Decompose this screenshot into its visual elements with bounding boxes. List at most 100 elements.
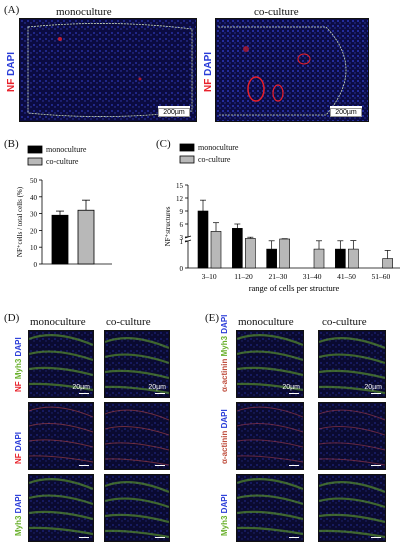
panel_e-scalebar-1-0: [289, 464, 299, 466]
y-axis-label: NF⁺structures: [164, 206, 172, 246]
x-tick-label: 3–10: [202, 272, 217, 281]
legend-swatch-1: [179, 155, 195, 164]
dapi-stain: DAPI: [203, 51, 214, 76]
legend-swatch-0: [179, 143, 195, 152]
panel-d-left-title: monoculture: [30, 316, 86, 328]
stain-a: Myh3: [14, 513, 23, 536]
panel-b-chart: monoculture co-culture 0 10 20 30 40 50 NF⁺cells…: [16, 145, 112, 269]
panel-a-right-scale-text: 200µm: [330, 108, 362, 117]
panel_d-scalebar-1-1: [155, 464, 165, 466]
panel-a-letter: (A): [4, 4, 20, 16]
panel_e-scalebar-2-0: [289, 536, 299, 538]
nf-stain: NF: [6, 78, 17, 92]
bar-co-culture: [77, 209, 95, 265]
legend-label-1: co-culture: [198, 155, 231, 164]
panel_e-row-label-1: α-actinin DAPI: [220, 409, 229, 464]
stain-b: Myh3: [14, 356, 23, 380]
panel_e-scalebar-1-1: [371, 464, 381, 466]
panel-a-right-title: co-culture: [254, 6, 299, 18]
bar-co-culture-11–20: [245, 238, 256, 269]
panel_e-image-r0-c1: 20µm: [318, 330, 386, 398]
y-tick-label: 40: [30, 194, 38, 202]
bar-co-culture-21–30: [279, 238, 290, 269]
panel_e-image-r1-c0: [236, 402, 304, 470]
panel_e-row-label-0: α-actinin Myh3 DAPI: [220, 315, 229, 392]
y-tick-label: 0: [180, 265, 184, 273]
panel_d-scalebar-0-0: [79, 392, 89, 394]
panel_e-image-r2-c0: [236, 474, 304, 542]
bar-co-culture-51–60: [382, 258, 393, 269]
stain-a: NF: [14, 451, 23, 464]
panel-a-left-stain-label: NF DAPI: [6, 52, 17, 92]
panel_d-scalebar-2-0: [79, 536, 89, 538]
panel_e-scale-text-1: 20µm: [364, 384, 382, 391]
panel-e-left-title: monoculture: [238, 316, 294, 328]
x-tick-label: 41–50: [337, 272, 356, 281]
panel-c-chart: monoculture co-culture 3 6 9 12 15 0 1 NF⁺structu…: [164, 143, 400, 293]
stain-b: DAPI: [220, 409, 229, 429]
panel-d-letter: (D): [4, 312, 20, 324]
stain-a: α-actinin: [220, 356, 229, 392]
panel_e-scalebar-0-0: [289, 392, 299, 394]
panel_e-image-r1-c1: [318, 402, 386, 470]
bar-monoculture: [51, 214, 69, 265]
stain-b: Myh3: [220, 333, 229, 357]
y-tick-label: 3: [180, 234, 184, 242]
panel-d-right-title: co-culture: [106, 316, 151, 328]
legend-label-1: co-culture: [46, 157, 79, 166]
x-axis-label: range of cells per structure: [249, 283, 340, 293]
panel-c-letter: (C): [156, 138, 171, 150]
stain-c: DAPI: [14, 337, 23, 357]
monoculture-micrograph: [20, 19, 196, 121]
panel_d-image-r0-c1: 20µm: [104, 330, 170, 398]
panel_d-row-label-0: NF Myh3 DAPI: [14, 337, 23, 392]
stain-b: DAPI: [220, 494, 229, 514]
panel_d-row-label-1: NF DAPI: [14, 432, 23, 464]
panel-a-right-scalebar: 200µm: [330, 106, 362, 117]
coculture-micrograph: [216, 19, 368, 121]
legend-swatch-0: [27, 145, 43, 154]
panel_d-image-r1-c0: [28, 402, 94, 470]
panel_e-image-r0-c0: 20µm: [236, 330, 304, 398]
stain-a: NF: [14, 379, 23, 392]
y-tick-label: 20: [30, 227, 38, 235]
stain-b: DAPI: [14, 494, 23, 514]
x-tick-label: 31–40: [303, 272, 322, 281]
panel_d-image-r2-c0: [28, 474, 94, 542]
nf-stain: NF: [203, 78, 214, 92]
dapi-stain: DAPI: [6, 51, 17, 76]
y-tick-label: 10: [30, 244, 38, 252]
panel-a-left-scalebar: 200µm: [158, 106, 190, 117]
legend-label-0: monoculture: [198, 143, 239, 152]
panel-b-letter: (B): [4, 138, 19, 150]
y-tick-label: 9: [180, 208, 184, 216]
legend-swatch-1: [27, 157, 43, 166]
panel-a-coculture-image: 200µm: [215, 18, 369, 122]
y-tick-label: 6: [180, 221, 184, 229]
bar-co-culture-31–40: [313, 248, 325, 269]
bar-monoculture-11–20: [232, 228, 243, 269]
x-tick-label: 51–60: [371, 272, 390, 281]
x-tick-label: 21–30: [268, 272, 287, 281]
y-tick-label: 12: [176, 195, 184, 203]
panel-a-monoculture-image: 200µm: [19, 18, 197, 122]
panel_d-scalebar-0-1: [155, 392, 165, 394]
y-tick-label: 50: [30, 177, 38, 185]
bar-monoculture-3–10: [197, 210, 209, 269]
y-tick-label: 0: [34, 261, 38, 269]
panel-a-left-title: monoculture: [56, 6, 112, 18]
panel_d-image-r1-c1: [104, 402, 170, 470]
panel_d-row-label-2: Myh3 DAPI: [14, 494, 23, 536]
stain-c: DAPI: [220, 314, 229, 334]
panel-e-letter: (E): [205, 312, 220, 324]
stain-b: DAPI: [14, 431, 23, 452]
panel-e-right-title: co-culture: [322, 316, 367, 328]
bar-co-culture-3–10: [210, 231, 222, 269]
panel_d-scale-text-0: 20µm: [72, 384, 90, 391]
panel_d-scalebar-2-1: [155, 536, 165, 538]
stain-a: Myh3: [220, 513, 229, 536]
y-tick-label: 30: [30, 211, 38, 219]
panel_d-scalebar-1-0: [79, 464, 89, 466]
panel_d-image-r0-c0: 20µm: [28, 330, 94, 398]
legend-label-0: monoculture: [46, 145, 87, 154]
